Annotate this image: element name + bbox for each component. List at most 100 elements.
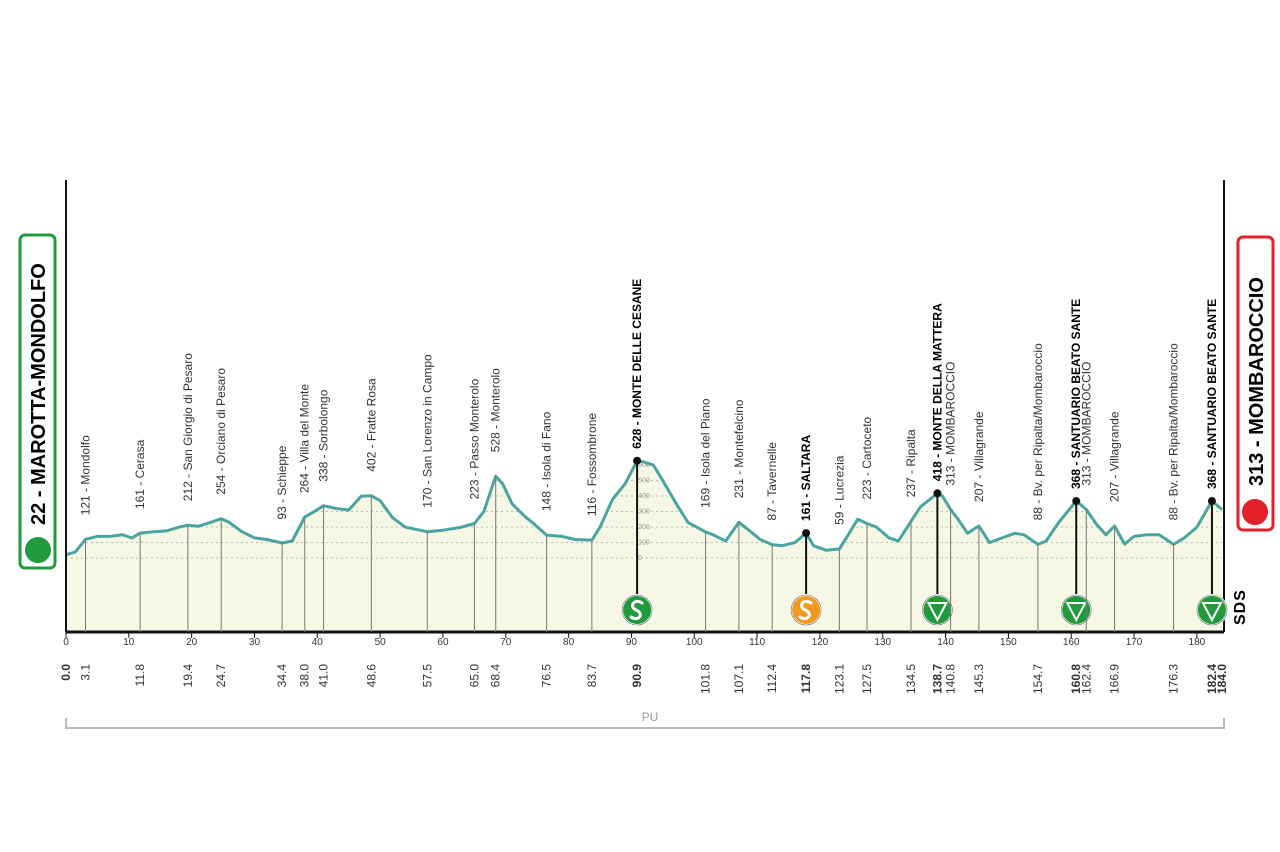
y-tick-label: 600 [638, 462, 650, 469]
y-tick-label: 0 [638, 555, 642, 562]
y-tick-label: 100 [638, 540, 650, 547]
waypoint-km: 57.5 [420, 664, 434, 688]
waypoint-label: 338 - Sorbolongo [317, 389, 331, 481]
waypoint-label: 223 - Cartoceto [860, 416, 874, 499]
waypoint-label: 418 - MONTE DELLA MATTERA [930, 303, 944, 481]
waypoint-label: 207 - Villagrande [972, 411, 986, 502]
waypoint-label: 148 - Isola di Fano [540, 411, 554, 511]
y-tick-label: 200 [638, 524, 650, 531]
waypoint-label: 161 - SALTARA [799, 435, 813, 522]
waypoint-label: 368 - SANTUARIO BEATO SANTE [1205, 299, 1219, 489]
sprint-symbol [798, 599, 813, 621]
waypoint-km: 76.5 [540, 664, 554, 688]
x-tick-label: 100 [686, 637, 703, 648]
waypoint-km: 101.8 [699, 664, 713, 694]
x-tick-label: 40 [312, 637, 324, 648]
summit-dot [1072, 497, 1081, 506]
waypoint-km: 176.3 [1167, 664, 1181, 694]
x-tick-label: 0 [63, 637, 69, 648]
start-icon [23, 535, 53, 565]
waypoint-km: 145.3 [972, 664, 986, 694]
waypoint-km: 154.7 [1031, 664, 1045, 694]
marker-ring [790, 594, 822, 626]
marker-ring [922, 594, 953, 626]
finish-label: 313 - MOMBAROCCIO [1246, 277, 1268, 486]
waypoint-label: 368 - SANTUARIO BEATO SANTE [1069, 299, 1083, 489]
waypoint-label: 93 - Schieppe [275, 445, 289, 519]
kom-triangle [1201, 602, 1223, 623]
waypoint-km: 11.8 [133, 664, 147, 687]
waypoint-km: 160.8 [1069, 664, 1083, 694]
grid: 0 100 200 300 400 500 600 [66, 462, 1222, 562]
waypoint-label: 254 - Orciano di Pesaro [214, 368, 228, 495]
waypoint-km: 166.9 [1108, 664, 1122, 694]
y-tick-label: 500 [638, 478, 650, 485]
start-box [18, 233, 57, 570]
waypoint-km: 117.8 [799, 664, 813, 694]
summit-dot [802, 529, 811, 538]
profile-layer: 0 100 200 300 400 500 600 [65, 459, 1223, 632]
pu-bracket [65, 718, 1225, 729]
x-tick-label: 70 [500, 637, 512, 648]
finish-box [1236, 235, 1275, 532]
x-tick-label: 60 [437, 637, 449, 648]
finish-km: 184.0 [1215, 664, 1229, 694]
waypoint-km: 182.4 [1205, 664, 1219, 694]
x-tick-label: 10 [123, 637, 135, 648]
summit-dot [633, 456, 642, 465]
start-km: 0.0 [59, 664, 73, 681]
x-tick-label: 160 [1063, 637, 1080, 648]
profile-line [65, 459, 1223, 557]
y-tick-label: 400 [638, 493, 650, 500]
marker-ring [1196, 594, 1228, 626]
waypoint-label: 223 - Passo Monterolo [467, 378, 481, 499]
marker-ring [621, 594, 653, 626]
kom-triangle [1065, 602, 1087, 623]
finish-icon [1240, 497, 1270, 527]
waypoint-label: 313 - MOMBAROCCIO [1079, 362, 1093, 486]
waypoint-km: 140.8 [944, 664, 958, 694]
x-tick-label: 50 [375, 637, 387, 648]
x-tick-label: 90 [626, 637, 638, 648]
waypoint-label: 170 - San Lorenzo in Campo [420, 354, 434, 508]
waypoint-label: 88 - Bv. per Ripalta/Mombaroccio [1167, 343, 1181, 521]
waypoint-km: 107.1 [732, 664, 746, 694]
summit-dot [1207, 497, 1216, 506]
waypoint-km: 48.6 [364, 664, 378, 688]
waypoint-label: 121 - Mondolfo [78, 435, 92, 515]
waypoint-label: 161 - Cerasa [133, 439, 147, 509]
waypoint-label: 59 - Lucrezia [832, 455, 846, 525]
x-tick-label: 130 [874, 637, 891, 648]
waypoint-km: 68.4 [489, 664, 503, 688]
waypoint-label: 169 - Isola del Piano [699, 398, 713, 508]
pu-label: PU [642, 710, 659, 724]
waypoint-label: 88 - Bv. per Ripalta/Mombaroccio [1031, 343, 1045, 521]
x-tick-label: 180 [1189, 637, 1206, 648]
x-tick-label: 120 [812, 637, 829, 648]
x-tick-label: 30 [249, 637, 261, 648]
sprint-symbol [629, 599, 644, 621]
waypoint-label: 402 - Fratte Rosa [364, 378, 378, 472]
waypoint-km: 138.7 [930, 664, 944, 694]
waypoint-km: 65.0 [467, 664, 481, 688]
waypoint-km: 19.4 [181, 664, 195, 688]
waypoint-label: 264 - Villa del Monte [298, 384, 312, 494]
waypoint-km: 162.4 [1079, 664, 1093, 694]
waypoint-label: 313 - MOMBAROCCIO [944, 362, 958, 486]
waypoint-label: 87 - Tavernelle [765, 442, 779, 521]
x-tick-label: 150 [1000, 637, 1017, 648]
start-label: 22 - MAROTTA-MONDOLFO [28, 263, 50, 525]
x-tick-label: 20 [186, 637, 198, 648]
kom-triangle [926, 602, 949, 623]
waypoint-label: 528 - Monterolo [489, 368, 503, 452]
waypoint-label: 628 - MONTE DELLE CESANE [630, 279, 644, 449]
waypoint-km: 41.0 [317, 664, 331, 688]
summit-dot [933, 489, 942, 498]
waypoint-km: 123.1 [832, 664, 846, 694]
waypoint-label: 212 - San Giorgio di Pesaro [181, 353, 195, 501]
waypoint-km: 24.7 [214, 664, 228, 688]
logo: SDS [1232, 589, 1249, 625]
waypoint-km: 34.4 [275, 664, 289, 688]
waypoint-km: 90.9 [630, 664, 644, 688]
